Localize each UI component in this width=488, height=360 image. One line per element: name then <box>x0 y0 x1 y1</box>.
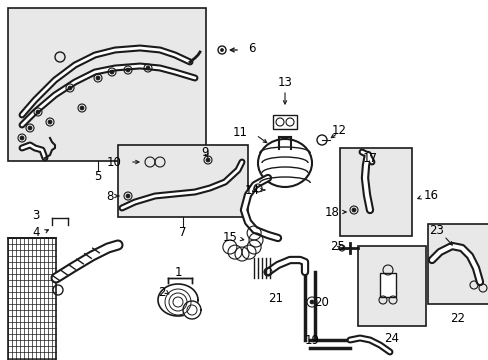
Text: 10: 10 <box>107 156 122 168</box>
Ellipse shape <box>258 139 311 187</box>
Text: 15: 15 <box>223 230 238 243</box>
Bar <box>427 224 488 304</box>
Text: 12: 12 <box>331 123 346 136</box>
Text: 3: 3 <box>32 208 40 221</box>
Text: 2: 2 <box>158 285 165 298</box>
Circle shape <box>110 70 114 74</box>
Circle shape <box>126 194 130 198</box>
Text: 17: 17 <box>362 152 377 165</box>
Circle shape <box>146 66 150 70</box>
Text: 6: 6 <box>247 41 255 54</box>
Text: 14: 14 <box>244 184 260 197</box>
Circle shape <box>309 300 313 304</box>
Text: 21: 21 <box>268 292 283 305</box>
Polygon shape <box>183 301 201 319</box>
Circle shape <box>36 110 40 114</box>
Text: 18: 18 <box>325 206 339 219</box>
Text: 16: 16 <box>423 189 438 202</box>
Circle shape <box>220 49 223 51</box>
Circle shape <box>80 106 84 110</box>
Text: 7: 7 <box>179 225 186 239</box>
Text: 5: 5 <box>94 170 102 183</box>
Bar <box>272 115 296 129</box>
Bar <box>339 148 411 236</box>
Bar <box>8 238 56 360</box>
Text: 4: 4 <box>32 225 40 239</box>
Circle shape <box>20 136 24 140</box>
Text: 24: 24 <box>384 332 399 345</box>
Text: 1: 1 <box>174 266 182 279</box>
Text: 22: 22 <box>449 311 465 324</box>
Text: 11: 11 <box>232 126 247 139</box>
Circle shape <box>28 126 32 130</box>
Text: 25: 25 <box>329 239 344 252</box>
Text: 20: 20 <box>314 296 329 309</box>
Polygon shape <box>158 284 198 316</box>
Text: 23: 23 <box>428 224 444 237</box>
Circle shape <box>126 68 130 72</box>
Text: 9: 9 <box>201 145 208 158</box>
Circle shape <box>48 120 52 124</box>
Text: 19: 19 <box>304 333 319 346</box>
Text: 8: 8 <box>106 189 114 202</box>
Circle shape <box>68 86 72 90</box>
Bar <box>379 273 395 297</box>
Text: 13: 13 <box>277 76 292 89</box>
Circle shape <box>96 76 100 80</box>
Bar <box>357 246 425 326</box>
Circle shape <box>205 158 209 162</box>
Bar <box>8 8 205 161</box>
Bar <box>118 145 247 217</box>
Circle shape <box>351 208 355 212</box>
